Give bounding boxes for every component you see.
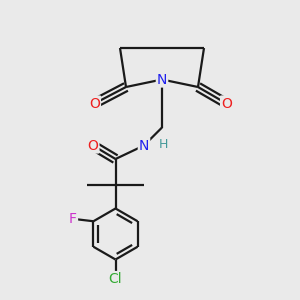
Text: N: N xyxy=(157,73,167,86)
Text: O: O xyxy=(88,139,98,152)
Text: O: O xyxy=(221,97,232,110)
Text: O: O xyxy=(89,97,100,110)
Text: Cl: Cl xyxy=(109,272,122,286)
Text: H: H xyxy=(159,137,168,151)
Text: N: N xyxy=(139,139,149,152)
Text: F: F xyxy=(69,212,77,226)
